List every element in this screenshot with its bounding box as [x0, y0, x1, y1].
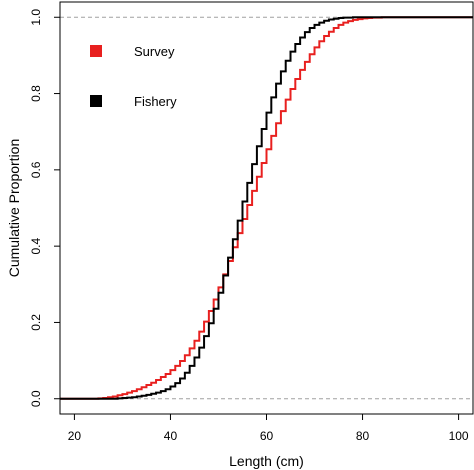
- series-layer: [60, 16, 473, 400]
- y-axis: 0.0 0.2 0.4 0.6 0.8 1.0: [29, 9, 60, 407]
- reference-lines: [60, 16, 473, 400]
- x-tick-label: 80: [356, 429, 370, 443]
- x-axis: 20 40 60 80 100: [68, 414, 469, 443]
- series-line-survey: [60, 16, 473, 400]
- y-tick-label: 0.2: [29, 314, 43, 331]
- legend-swatch-fishery: [90, 95, 102, 107]
- legend-label-fishery: Fishery: [134, 94, 177, 109]
- legend: Survey Fishery: [90, 44, 177, 109]
- y-tick-label: 0.4: [29, 237, 43, 254]
- series-line-fishery: [60, 16, 473, 400]
- x-tick-label: 60: [260, 429, 274, 443]
- legend-swatch-survey: [90, 45, 102, 57]
- x-tick-label: 20: [68, 429, 82, 443]
- plot-frame: [59, 1, 474, 415]
- y-tick-label: 0.6: [29, 161, 43, 178]
- y-tick-label: 0.8: [29, 85, 43, 102]
- y-tick-label: 1.0: [29, 9, 43, 26]
- y-axis-title: Cumulative Proportion: [6, 139, 22, 278]
- x-axis-title: Length (cm): [229, 453, 304, 469]
- x-tick-label: 100: [449, 429, 469, 443]
- x-tick-label: 40: [164, 429, 178, 443]
- y-tick-label: 0.0: [29, 390, 43, 407]
- legend-label-survey: Survey: [134, 44, 175, 59]
